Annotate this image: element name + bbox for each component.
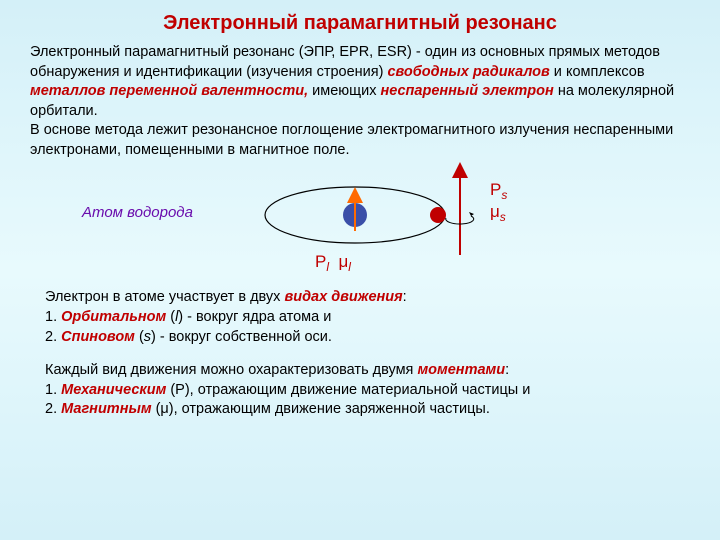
paragraph-3: Каждый вид движения можно охарактеризова… <box>0 347 720 381</box>
diagram-caption: Атом водорода <box>82 204 193 221</box>
paragraph-1b: В основе метода лежит резонансное поглощ… <box>0 121 720 160</box>
page-title: Электронный парамагнитный резонанс <box>0 0 720 35</box>
line-2b: 2. Спиновом (s) - вокруг собственной оси… <box>0 328 720 348</box>
label-ps: Psμs <box>490 180 507 224</box>
line-2a: 1. Орбитальном (l) - вокруг ядра атома и <box>0 308 720 328</box>
line-3a: 1. Механическим (P), отражающим движение… <box>0 381 720 401</box>
paragraph-2: Электрон в атоме участвует в двух видах … <box>0 280 720 308</box>
atom-diagram: Атом водорода Psμs Pl μl <box>0 160 720 280</box>
line-3b: 2. Магнитным (μ), отражающим движение за… <box>0 400 720 420</box>
label-pl: Pl μl <box>315 252 351 274</box>
paragraph-1: Электронный парамагнитный резонанс (ЭПР,… <box>0 35 720 121</box>
